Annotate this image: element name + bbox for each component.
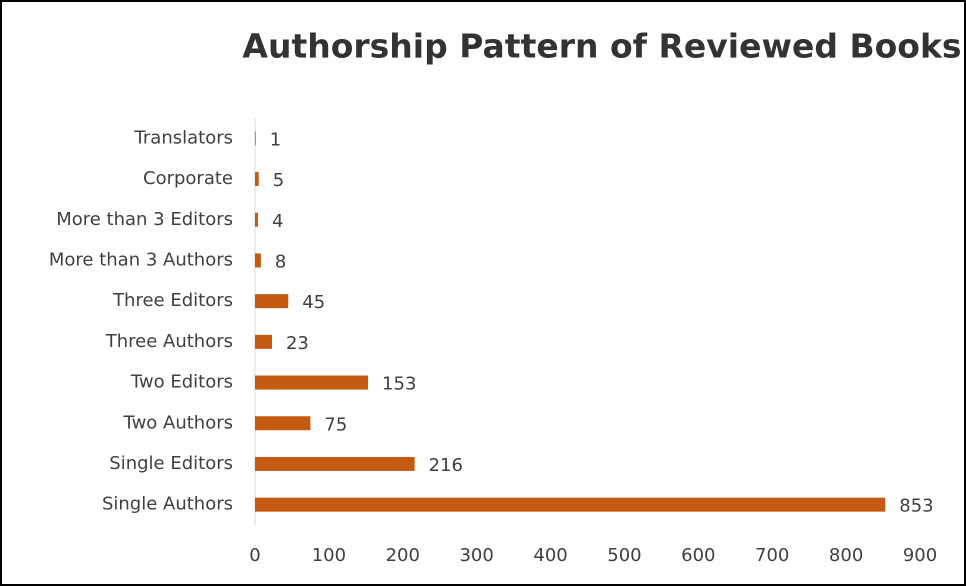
data-label: 75 xyxy=(324,414,347,435)
x-tick-label: 300 xyxy=(459,545,493,566)
data-label: 8 xyxy=(275,251,286,272)
y-tick-label: Two Authors xyxy=(123,412,233,433)
bar xyxy=(255,497,886,512)
data-label: 853 xyxy=(899,496,933,517)
x-tick-label: 800 xyxy=(829,545,863,566)
y-tick-label: More than 3 Authors xyxy=(49,249,233,270)
x-tick-label: 500 xyxy=(607,545,641,566)
bar xyxy=(255,375,369,390)
bar xyxy=(255,294,289,309)
y-tick-label: Single Authors xyxy=(102,494,233,515)
x-tick-label: 200 xyxy=(386,545,420,566)
x-tick-label: 900 xyxy=(903,545,937,566)
bar xyxy=(255,172,259,187)
x-tick-label: 400 xyxy=(533,545,567,566)
x-tick-label: 600 xyxy=(681,545,715,566)
data-label: 23 xyxy=(286,333,309,354)
bar xyxy=(255,456,415,471)
x-tick-label: 0 xyxy=(249,545,260,566)
y-tick-label: More than 3 Editors xyxy=(56,209,233,230)
bar xyxy=(255,334,272,349)
data-label: 1 xyxy=(270,129,281,150)
data-label: 216 xyxy=(429,455,463,476)
data-label: 4 xyxy=(272,211,283,232)
data-label: 5 xyxy=(273,170,284,191)
bar xyxy=(255,253,261,268)
y-tick-label: Three Editors xyxy=(112,290,233,311)
bar xyxy=(255,416,311,431)
y-tick-label: Single Editors xyxy=(109,453,233,474)
data-label: 45 xyxy=(302,292,325,313)
x-tick-label: 100 xyxy=(312,545,346,566)
y-tick-label: Corporate xyxy=(143,168,233,189)
bar xyxy=(255,131,256,146)
x-tick-label: 700 xyxy=(755,545,789,566)
y-tick-label: Two Editors xyxy=(130,372,233,393)
y-tick-label: Translators xyxy=(134,127,233,148)
bar xyxy=(255,212,258,227)
chart-title: Authorship Pattern of Reviewed Books xyxy=(242,27,961,66)
y-tick-label: Three Authors xyxy=(105,331,233,352)
data-label: 153 xyxy=(382,374,416,395)
